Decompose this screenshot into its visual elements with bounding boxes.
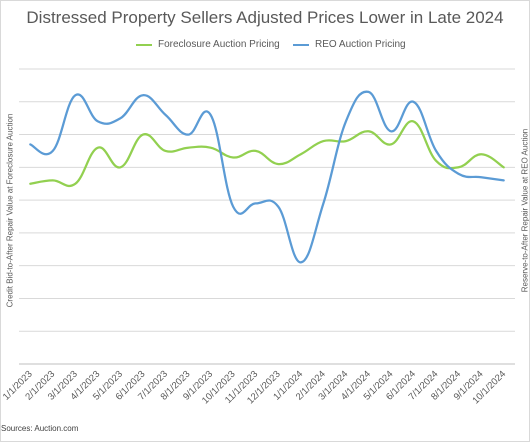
legend-swatch-reo xyxy=(293,43,309,46)
source-note: Sources: Auction.com xyxy=(1,424,79,433)
chart-title: Distressed Property Sellers Adjusted Pri… xyxy=(26,8,504,27)
legend-item-foreclosure: Foreclosure Auction Pricing xyxy=(136,39,280,50)
legend-swatch-foreclosure xyxy=(136,43,152,46)
legend-item-reo: REO Auction Pricing xyxy=(293,39,406,50)
legend-label-foreclosure: Foreclosure Auction Pricing xyxy=(158,39,280,50)
series-line-foreclosure xyxy=(29,120,505,188)
legend: Foreclosure Auction Pricing REO Auction … xyxy=(1,39,529,53)
legend-label-reo: REO Auction Pricing xyxy=(315,39,406,50)
series-line-reo xyxy=(29,90,505,264)
